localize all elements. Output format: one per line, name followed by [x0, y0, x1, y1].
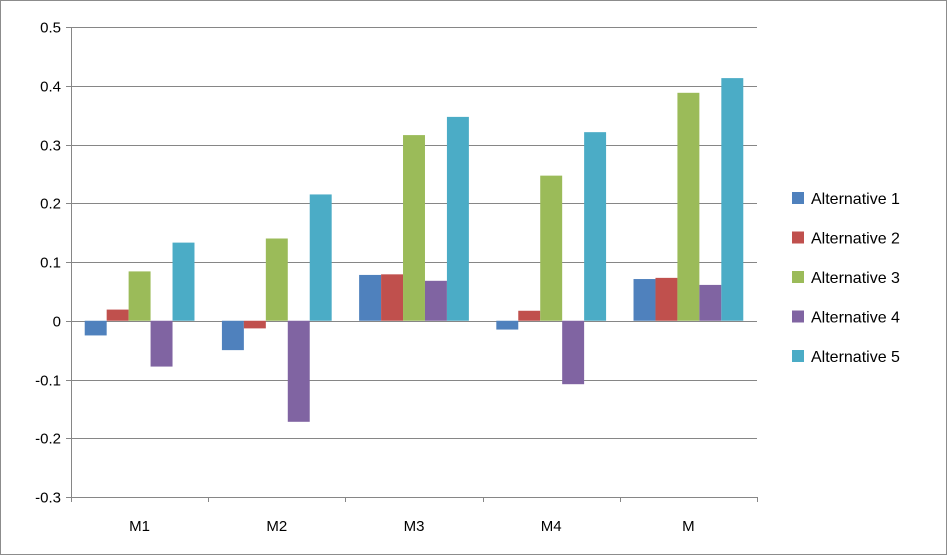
axes [71, 27, 758, 502]
x-tick-label: M3 [404, 518, 425, 535]
x-tick-label: M1 [129, 518, 150, 535]
bar-m1-series-2 [106, 309, 129, 321]
bar-m4-series-3 [540, 175, 563, 321]
bar-m-series-4 [699, 284, 722, 321]
bar-m-series-1 [633, 279, 656, 321]
y-tick-label: 0 [53, 314, 61, 331]
y-axis-tick-labels: 0.5 0.4 0.3 0.2 0.1 0 -0.1 -0.2 -0.3 [35, 20, 61, 507]
bar-m-series-3 [677, 92, 700, 321]
bar-m3-series-5 [446, 116, 469, 321]
legend-swatch [792, 231, 804, 244]
bar-m2-series-1 [221, 320, 244, 351]
bar-m4-series-4 [562, 320, 585, 385]
bar-m3-series-2 [381, 274, 404, 321]
bar-m1-series-4 [150, 320, 173, 367]
legend-label: Alternative 3 [811, 270, 900, 287]
x-axis-tick-labels: M1 M2 M3 M4 M [129, 518, 694, 535]
legend-label: Alternative 4 [811, 310, 900, 327]
legend-label: Alternative 2 [811, 231, 900, 248]
legend-swatch [792, 350, 804, 362]
legend-label: Alternative 1 [811, 191, 900, 208]
bar-m-series-5 [721, 78, 744, 321]
y-tick-label: -0.2 [35, 431, 61, 448]
legend-swatch [792, 310, 804, 323]
bar-m1-series-1 [84, 320, 107, 336]
bars [84, 78, 744, 422]
y-tick-label: 0.4 [40, 79, 61, 96]
y-tick-label: -0.1 [35, 373, 61, 390]
bar-m2-series-4 [287, 320, 310, 422]
legend-swatch [792, 271, 804, 283]
bar-m-series-2 [655, 277, 678, 321]
x-tick-label: M2 [266, 518, 287, 535]
bar-m1-series-3 [128, 271, 151, 321]
legend-swatch [792, 192, 804, 204]
legend-label: Alternative 5 [811, 349, 900, 366]
y-tick-label: 0.5 [40, 20, 61, 37]
bar-m3-series-1 [359, 274, 382, 321]
legend: Alternative 1 Alternative 2 Alternative 3 A… [792, 191, 900, 366]
x-tick-label: M [682, 518, 695, 535]
bar-m4-series-5 [584, 132, 607, 321]
x-tick-label: M4 [541, 518, 562, 535]
bar-m2-series-5 [309, 194, 332, 321]
y-tick-label: 0.2 [40, 196, 61, 213]
y-tick-label: -0.3 [35, 490, 61, 507]
bar-m3-series-4 [424, 280, 447, 321]
bar-m4-series-2 [518, 310, 541, 321]
bar-m1-series-5 [172, 242, 195, 321]
bar-m3-series-3 [403, 135, 425, 321]
bar-m2-series-3 [265, 238, 288, 321]
y-tick-label: 0.3 [40, 138, 61, 155]
bar-m2-series-2 [243, 320, 266, 329]
bar-m4-series-1 [496, 320, 519, 330]
y-tick-label: 0.1 [40, 255, 61, 272]
